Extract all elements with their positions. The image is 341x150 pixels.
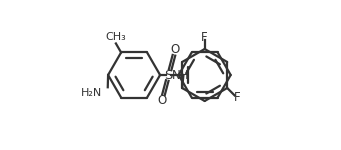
Text: H₂N: H₂N <box>81 88 103 98</box>
Text: NH: NH <box>172 69 189 81</box>
Text: O: O <box>158 94 167 107</box>
Text: CH₃: CH₃ <box>105 32 126 42</box>
Text: F: F <box>234 91 240 104</box>
Text: S: S <box>164 69 173 81</box>
Text: F: F <box>202 31 208 44</box>
Text: O: O <box>171 43 180 56</box>
